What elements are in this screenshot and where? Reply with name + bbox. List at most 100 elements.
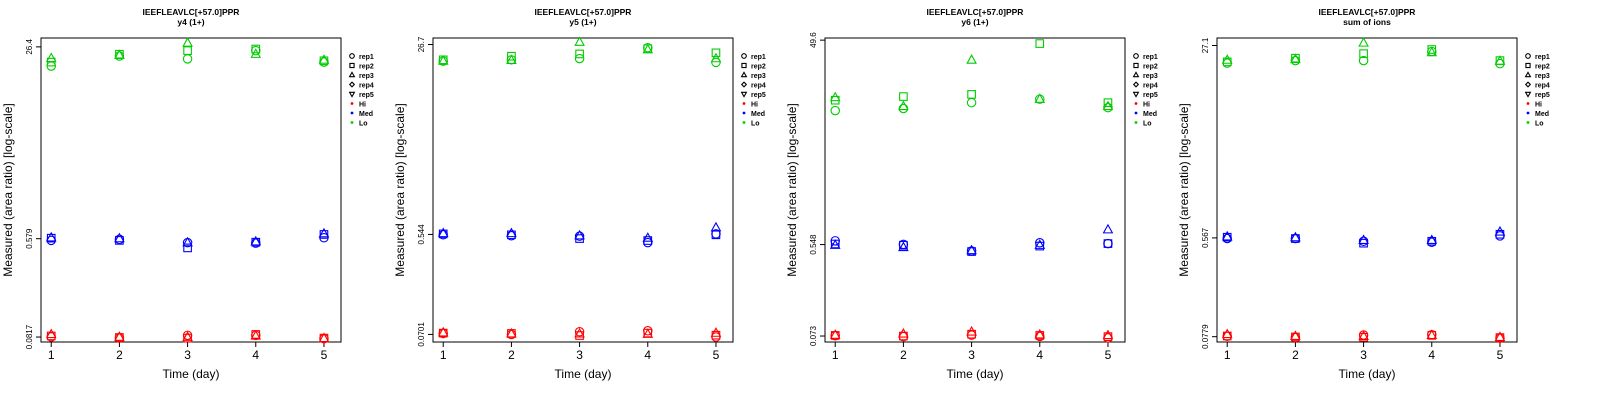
data-point (1035, 241, 1045, 251)
data-point (1495, 333, 1505, 342)
data-point (251, 44, 261, 54)
x-tick-label: 4 (644, 348, 651, 362)
data-point (1494, 331, 1506, 341)
y-axis-label: Measured (area ratio) [log-scale] (1, 103, 15, 276)
legend-label: Lo (1535, 121, 1544, 128)
legend-label: rep3 (359, 73, 374, 80)
legend-label: rep2 (751, 64, 766, 71)
data-point (183, 46, 192, 55)
legend-label: rep4 (1143, 83, 1158, 90)
legend-marker (740, 91, 748, 98)
legend-marker (1132, 71, 1140, 78)
data-point (183, 243, 192, 253)
x-tick-label: 2 (508, 348, 515, 362)
data-point (898, 241, 909, 252)
data-point (1034, 93, 1046, 103)
data-point (114, 232, 125, 243)
legend-label: rep1 (1535, 54, 1550, 61)
y-tick-label: 49.6 (809, 32, 818, 48)
data-point (1290, 330, 1301, 340)
legend-color-dot (350, 102, 354, 105)
legend-label: Lo (751, 121, 760, 128)
data-point (319, 56, 329, 66)
data-point (182, 236, 193, 247)
data-point (45, 328, 57, 339)
data-point (114, 49, 125, 60)
legend-color-dot (742, 111, 746, 115)
chart-subtitle: sum of ions (1343, 17, 1391, 27)
y-tick-label: 0.579 (25, 228, 34, 249)
legend-marker (349, 62, 355, 69)
data-point (1290, 231, 1301, 242)
y-tick-label: 0.0779 (1201, 324, 1210, 349)
legend-label: Lo (1143, 121, 1152, 128)
data-point (898, 100, 909, 111)
legend-color-dot (1134, 111, 1138, 115)
legend-label: rep4 (751, 83, 766, 90)
data-point (829, 239, 841, 249)
legend-color-dot (1134, 102, 1138, 105)
y-axis-label: Measured (area ratio) [log-scale] (1177, 103, 1191, 276)
x-tick-label: 3 (1360, 348, 1367, 362)
legend-color-dot (1526, 111, 1530, 115)
legend-color-dot (1134, 121, 1138, 124)
data-point (574, 327, 585, 338)
legend-label: Med (751, 111, 765, 118)
x-axis-label: Time (day) (947, 367, 1004, 381)
data-point (1221, 54, 1233, 64)
data-point (574, 53, 585, 64)
x-tick-label: 4 (1428, 348, 1435, 362)
data-point (898, 327, 909, 338)
data-point (1035, 331, 1045, 340)
data-point (251, 45, 261, 56)
x-axis-label: Time (day) (555, 367, 612, 381)
legend-label: rep2 (1535, 64, 1550, 71)
legend-label: rep5 (751, 92, 766, 99)
data-point (1358, 55, 1369, 66)
legend-color-dot (1526, 121, 1530, 124)
y-tick-label: 0.0817 (25, 324, 34, 349)
data-point (967, 90, 976, 99)
data-point (251, 237, 261, 247)
x-tick-label: 1 (832, 348, 839, 362)
data-point (1427, 45, 1437, 54)
legend-marker (1525, 62, 1531, 69)
legend-label: rep3 (751, 73, 766, 80)
chart-subtitle: y4 (1+) (177, 17, 204, 27)
data-point (250, 329, 262, 340)
chart-title: IEEFLEAVLC[+57.0]PPR (1319, 7, 1416, 17)
x-tick-label: 1 (440, 348, 447, 362)
data-point (966, 325, 977, 336)
data-point (899, 92, 908, 101)
data-point (574, 36, 585, 46)
y-tick-label: 27.1 (1201, 37, 1210, 53)
x-tick-label: 2 (116, 348, 123, 362)
legend-label: rep5 (1143, 92, 1158, 99)
data-point (1426, 234, 1438, 245)
legend-label: Hi (359, 102, 366, 109)
x-axis-label: Time (day) (163, 367, 220, 381)
legend-label: Med (1143, 111, 1157, 118)
data-point (438, 229, 448, 239)
x-tick-label: 5 (713, 348, 720, 362)
data-point (966, 97, 977, 108)
data-point (1034, 239, 1046, 249)
legend-marker (1133, 53, 1139, 59)
legend-label: Hi (1535, 102, 1542, 109)
legend-marker (349, 53, 355, 59)
legend-color-dot (1526, 102, 1530, 105)
x-tick-label: 1 (1224, 348, 1231, 362)
data-point (45, 52, 57, 63)
data-point (437, 55, 449, 65)
legend-marker (741, 53, 747, 59)
y-tick-label: 26.4 (25, 39, 34, 55)
data-point (437, 326, 449, 337)
data-point (966, 244, 977, 255)
plot-frame (40, 37, 342, 343)
data-point (574, 229, 585, 240)
x-tick-label: 3 (184, 348, 191, 362)
legend-marker (740, 71, 748, 78)
data-point (1426, 329, 1438, 340)
